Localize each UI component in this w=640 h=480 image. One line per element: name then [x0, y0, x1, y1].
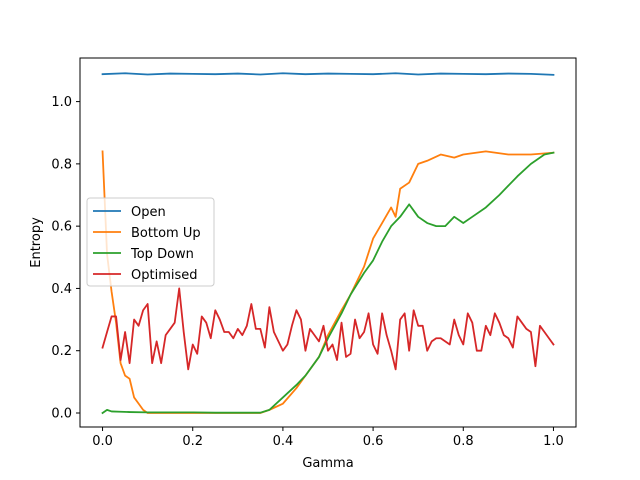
- x-axis-label: Gamma: [302, 456, 353, 471]
- legend-box: [86, 197, 215, 287]
- x-tick-label: 1.0: [543, 434, 564, 449]
- plot-lines: [101, 72, 555, 415]
- x-axis: 0.0 0.2 0.4 0.6 0.8 1.0: [92, 427, 564, 449]
- legend-label: Bottom Up: [131, 226, 201, 241]
- y-tick-label: 0.8: [51, 157, 72, 172]
- series-line-open: [101, 72, 555, 76]
- x-tick-label: 0.6: [363, 434, 384, 449]
- legend-label: Open: [131, 205, 166, 220]
- y-tick-label: 0.6: [51, 220, 72, 235]
- plot-frame: [79, 57, 577, 428]
- y-axis-label: Entropy: [29, 217, 44, 268]
- y-tick-label: 0.4: [51, 282, 72, 297]
- legend-label: Top Down: [130, 247, 194, 262]
- y-tick-label: 0.0: [51, 406, 72, 421]
- x-tick-label: 0.0: [92, 434, 113, 449]
- x-tick-label: 0.8: [453, 434, 474, 449]
- legend-label: Optimised: [131, 268, 198, 283]
- legend: Open Bottom Up Top Down Optimised: [86, 197, 215, 287]
- series-line-optimised: [101, 287, 555, 371]
- series-line-top-down: [101, 151, 555, 415]
- y-axis: 0.0 0.2 0.4 0.6 0.8 1.0: [51, 95, 80, 421]
- x-tick-label: 0.2: [182, 434, 203, 449]
- y-tick-label: 0.2: [51, 344, 72, 359]
- y-tick-label: 1.0: [51, 95, 72, 110]
- x-tick-label: 0.4: [273, 434, 294, 449]
